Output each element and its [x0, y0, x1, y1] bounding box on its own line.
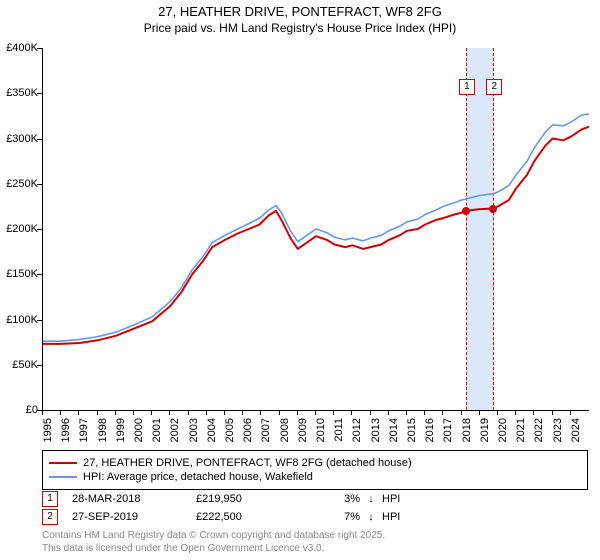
chart-subtitle: Price paid vs. HM Land Registry's House …	[0, 21, 600, 35]
transaction-price: £219,950	[196, 493, 306, 505]
x-tick-label: 2006	[242, 418, 254, 442]
x-tick-label: 1996	[60, 418, 72, 442]
footer-line-1: Contains HM Land Registry data © Crown c…	[42, 530, 588, 543]
titles: 27, HEATHER DRIVE, PONTEFRACT, WF8 2FG P…	[0, 0, 600, 35]
x-tick-label: 1995	[42, 418, 54, 442]
x-tick-label: 2002	[169, 418, 181, 442]
legend-row: HPI: Average price, detached house, Wake…	[49, 471, 581, 483]
x-tick-label: 2024	[570, 418, 582, 442]
transaction-row: 1 28-MAR-2018 £219,950 3% ↓ HPI	[42, 490, 588, 508]
transaction-pct: 7%	[310, 511, 360, 523]
x-tick-label: 2010	[315, 418, 327, 442]
footer: Contains HM Land Registry data © Crown c…	[42, 530, 588, 555]
legend-swatch	[49, 476, 77, 478]
x-tick-label: 2021	[515, 418, 527, 442]
sale-point	[489, 205, 497, 213]
x-tick-label: 2001	[151, 418, 163, 442]
x-tick-label: 2019	[479, 418, 491, 442]
transaction-date: 28-MAR-2018	[72, 493, 192, 505]
transaction-date: 27-SEP-2019	[72, 511, 192, 523]
y-tick-label: £400K	[0, 42, 42, 54]
y-tick-label: £200K	[0, 223, 42, 235]
x-tick-label: 2012	[351, 418, 363, 442]
x-tick-label: 2013	[370, 418, 382, 442]
x-tick-label: 2004	[206, 418, 218, 442]
y-tick-label: £250K	[0, 178, 42, 190]
vline-label: 2	[486, 79, 502, 95]
legend-label: HPI: Average price, detached house, Wake…	[83, 471, 313, 483]
transaction-vs: HPI	[382, 511, 422, 523]
transaction-vs: HPI	[382, 493, 422, 505]
x-tick-label: 2014	[388, 418, 400, 442]
y-tick-label: £100K	[0, 314, 42, 326]
sale-point	[462, 207, 470, 215]
x-tick-label: 2011	[333, 418, 345, 442]
x-tick-label: 2016	[424, 418, 436, 442]
x-tick-label: 2000	[133, 418, 145, 442]
vline-label: 1	[459, 79, 475, 95]
x-tick-label: 2005	[224, 418, 236, 442]
transaction-marker: 1	[42, 491, 58, 507]
y-tick-label: £350K	[0, 87, 42, 99]
legend: 27, HEATHER DRIVE, PONTEFRACT, WF8 2FG (…	[42, 450, 588, 490]
chart-container: 27, HEATHER DRIVE, PONTEFRACT, WF8 2FG P…	[0, 0, 600, 560]
x-tick-label: 2022	[533, 418, 545, 442]
x-tick-label: 2003	[188, 418, 200, 442]
footer-line-2: This data is licensed under the Open Gov…	[42, 543, 588, 556]
legend-row: 27, HEATHER DRIVE, PONTEFRACT, WF8 2FG (…	[49, 457, 581, 469]
x-tick-label: 2009	[297, 418, 309, 442]
series-hpi	[43, 114, 589, 341]
legend-swatch	[49, 462, 77, 464]
transaction-table: 1 28-MAR-2018 £219,950 3% ↓ HPI 2 27-SEP-2019 £2…	[42, 490, 588, 526]
y-tick-label: £0	[0, 404, 42, 416]
x-tick-label: 1997	[78, 418, 90, 442]
x-tick-label: 1999	[115, 418, 127, 442]
y-tick-label: £50K	[0, 359, 42, 371]
transaction-marker: 2	[42, 509, 58, 525]
x-tick-label: 2020	[497, 418, 509, 442]
transaction-price: £222,500	[196, 511, 306, 523]
x-tick-label: 2007	[260, 418, 272, 442]
arrow-down-icon: ↓	[364, 511, 378, 523]
y-tick-label: £150K	[0, 268, 42, 280]
x-tick-label: 2023	[552, 418, 564, 442]
legend-label: 27, HEATHER DRIVE, PONTEFRACT, WF8 2FG (…	[83, 457, 412, 469]
x-tick-label: 2008	[279, 418, 291, 442]
x-tick-label: 2018	[461, 418, 473, 442]
y-tick-label: £300K	[0, 133, 42, 145]
series-price_paid	[43, 127, 589, 344]
x-tick-label: 1998	[97, 418, 109, 442]
arrow-down-icon: ↓	[364, 493, 378, 505]
x-tick-label: 2015	[406, 418, 418, 442]
plot-area: 12	[42, 48, 589, 411]
chart-title: 27, HEATHER DRIVE, PONTEFRACT, WF8 2FG	[0, 4, 600, 19]
x-tick-label: 2017	[442, 418, 454, 442]
transaction-row: 2 27-SEP-2019 £222,500 7% ↓ HPI	[42, 508, 588, 526]
series-svg	[43, 48, 589, 410]
transaction-pct: 3%	[310, 493, 360, 505]
